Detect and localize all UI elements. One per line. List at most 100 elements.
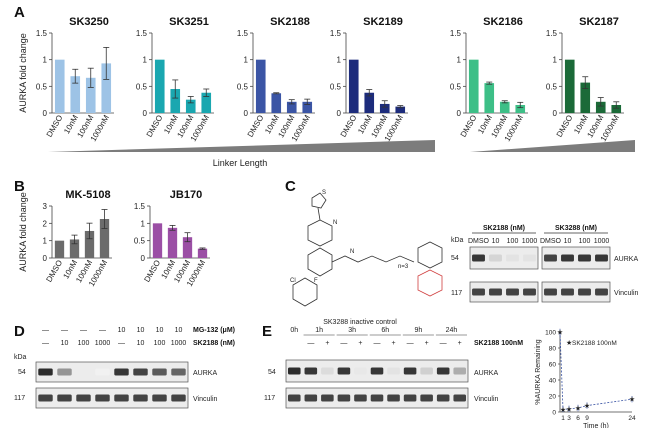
y-axis-label: AURKA fold change: [18, 33, 28, 113]
linker-length-wedge: [48, 140, 435, 152]
x-axis-label: Time (h): [583, 423, 609, 428]
y-tick-label: 0: [553, 109, 558, 118]
bar: [155, 60, 165, 113]
blot-title: SK2188 (nM): [483, 225, 525, 232]
aurka-blot: [470, 247, 538, 269]
data-point: ★: [584, 402, 590, 410]
band: [404, 368, 417, 375]
treat-sign: +: [458, 340, 462, 347]
band: [387, 395, 400, 402]
phthalimide-ring: [418, 242, 442, 268]
band: [387, 368, 400, 375]
band: [578, 289, 591, 296]
mw-54: 54: [451, 255, 459, 262]
y-tick-label: 0: [43, 109, 48, 118]
pyridine-ring: [308, 220, 332, 246]
chart-title: SK2187: [579, 16, 619, 28]
vinculin-blot: [542, 282, 610, 302]
treat-sign: —: [307, 340, 314, 347]
aurka-blot: [542, 247, 610, 269]
chart-title: SK3250: [69, 16, 109, 28]
y-tick-label: 0: [552, 410, 556, 417]
y-tick-label: 0: [244, 109, 249, 118]
data-point: ★: [629, 396, 635, 404]
chart-title: SK3251: [169, 16, 209, 28]
x-tick-label: 3: [567, 415, 571, 422]
y-tick-label: 0.5: [330, 82, 342, 91]
bar: [256, 60, 266, 113]
chart-title: SK2186: [483, 16, 523, 28]
treat-sign: —: [440, 340, 447, 347]
bar: [500, 102, 510, 113]
band: [420, 368, 433, 375]
y-tick-label: 1.5: [36, 29, 48, 38]
treat-sign: —: [340, 340, 347, 347]
band: [523, 289, 536, 296]
chemical-structure: [293, 193, 442, 306]
bar: [469, 60, 479, 113]
band: [506, 255, 519, 262]
blot-title: SK3288 (nM): [555, 225, 597, 232]
linker-length-wedge-2: [470, 140, 635, 152]
y-tick-label: 1: [143, 56, 148, 65]
x-tick-label: DMSO: [246, 114, 266, 139]
band: [437, 368, 450, 375]
y-tick-label: 1: [337, 56, 342, 65]
band: [561, 289, 574, 296]
band: [371, 395, 384, 402]
glutarimide-ring: [418, 270, 442, 296]
band: [437, 395, 450, 402]
y-tick-label: 40: [549, 378, 557, 385]
x-tick-label: 1: [561, 415, 565, 422]
data-point: ★: [557, 329, 563, 337]
y-tick-label: 1.5: [546, 29, 558, 38]
band: [523, 255, 536, 262]
y-tick-label: 0: [457, 109, 462, 118]
mw-54: 54: [268, 369, 276, 376]
treat-sign: +: [425, 340, 429, 347]
y-tick-label: 0.5: [450, 82, 462, 91]
data-point: ★: [566, 405, 572, 413]
lane-label: 1000: [522, 238, 538, 245]
y-tick-label: 80: [549, 346, 557, 353]
row-label-vinculin: Vinculin: [614, 290, 638, 297]
bar: [565, 60, 575, 113]
time-label: 1h: [315, 327, 323, 334]
time-label: 24h: [446, 327, 458, 334]
band: [321, 368, 334, 375]
y-tick-label: 1: [244, 56, 249, 65]
lane-label: 100: [579, 238, 591, 245]
time-label: 3h: [348, 327, 356, 334]
y-tick-label: 1: [553, 56, 558, 65]
row-label-aurka: AURKA: [474, 370, 498, 377]
band: [489, 289, 502, 296]
band: [305, 368, 318, 375]
band: [595, 255, 608, 262]
band: [288, 395, 301, 402]
time-label: 9h: [414, 327, 422, 334]
cyclohexane-ring: [308, 248, 332, 276]
time-label: 6h: [381, 327, 389, 334]
band: [404, 395, 417, 402]
kda-label: kDa: [451, 237, 464, 244]
band: [338, 395, 351, 402]
y-tick-label: 20: [549, 394, 557, 401]
linker-length-label: Linker Length: [213, 158, 268, 168]
y-tick-label: 1.5: [330, 29, 342, 38]
band: [354, 395, 367, 402]
y-axis-label: %AURKA Remaining: [535, 339, 542, 404]
x-tick-label: DMSO: [555, 114, 575, 139]
linker-chain: [332, 256, 414, 262]
band: [305, 395, 318, 402]
x-tick-label: DMSO: [45, 114, 65, 139]
y-tick-label: 1: [43, 56, 48, 65]
treat-sign: +: [358, 340, 362, 347]
band: [321, 395, 334, 402]
